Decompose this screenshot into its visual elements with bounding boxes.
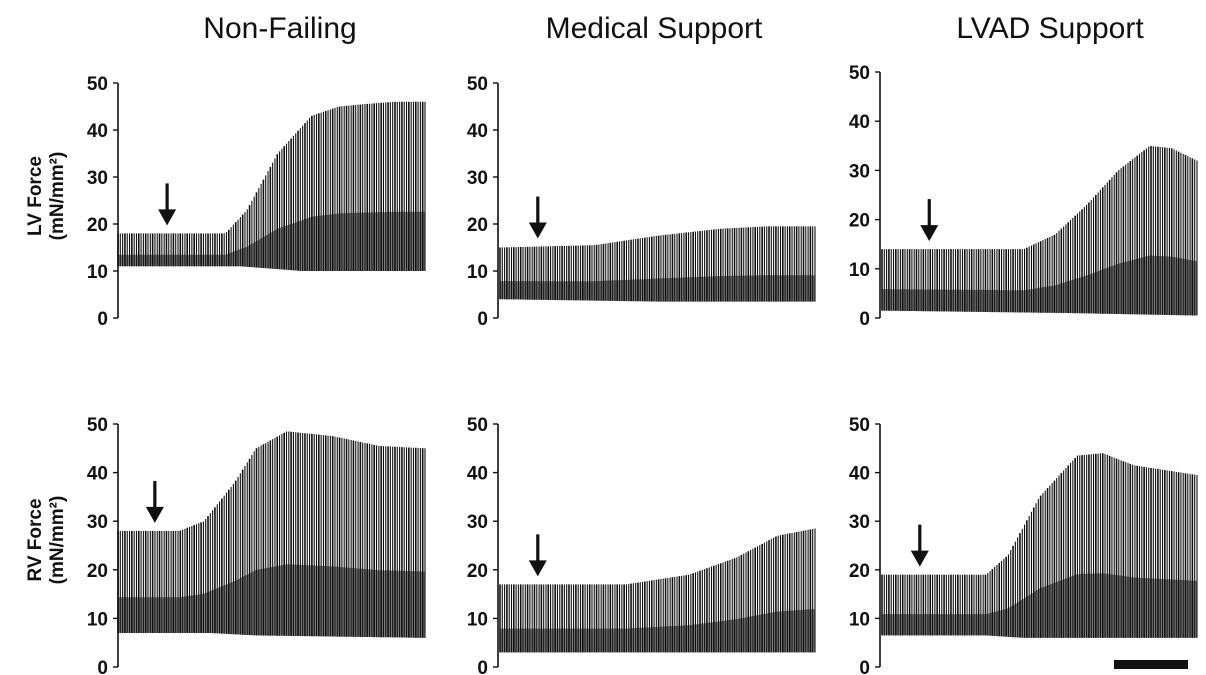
y-tick-label: 40 (87, 464, 108, 485)
row-label-rv-force: RV Force (mN/mm²) (25, 496, 68, 585)
y-tick-label: 10 (87, 609, 108, 630)
y-tick-label: 0 (477, 309, 488, 330)
time-scale-bar (1114, 660, 1188, 669)
y-tick-label: 40 (849, 464, 870, 485)
arrow-head (528, 222, 547, 239)
column-title-lvad-support: LVAD Support (956, 12, 1144, 45)
panels-group: 0 10 20 30 40 50 0 10 20 30 40 50 0 10 20 30 40 50 0 10 20 30… (87, 63, 1198, 675)
force-trace (117, 431, 426, 638)
panel-rv-force-medical-support: 0 10 20 30 40 50 (467, 415, 816, 675)
row-label-lv-line2: (mN/mm²) (47, 152, 68, 241)
panel-lv-force-lvad-support: 0 10 20 30 40 50 (849, 63, 1198, 330)
y-tick-label: 50 (87, 74, 108, 95)
stimulus-arrow-icon (528, 534, 547, 577)
row-label-rv-line2: (mN/mm²) (47, 496, 68, 585)
y-tick-label: 30 (849, 161, 870, 182)
arrow-head (920, 225, 939, 242)
y-tick-label: 40 (849, 112, 870, 133)
stimulus-arrow-icon (145, 480, 164, 523)
arrow-head (528, 560, 547, 577)
arrow-head (910, 550, 929, 567)
column-title-medical-support: Medical Support (546, 12, 763, 45)
column-title-non-failing: Non-Failing (203, 12, 356, 45)
force-trace (117, 101, 426, 271)
y-tick-label: 50 (849, 63, 870, 84)
row-label-lv-line1: LV Force (25, 156, 46, 236)
stimulus-arrow-icon (158, 183, 177, 226)
y-tick-label: 40 (87, 121, 108, 142)
y-tick-label: 10 (467, 609, 488, 630)
y-tick-label: 30 (87, 512, 108, 533)
y-tick-label: 20 (87, 215, 108, 236)
panel-rv-force-lvad-support: 0 10 20 30 40 50 (849, 415, 1198, 675)
row-label-lv-force: LV Force (mN/mm²) (25, 152, 68, 241)
y-tick-label: 30 (467, 168, 488, 189)
trace-dense-band (882, 573, 1197, 638)
y-tick-label: 30 (87, 168, 108, 189)
y-tick-label: 30 (849, 512, 870, 533)
arrow-head (145, 506, 164, 523)
force-trace (499, 528, 816, 653)
y-tick-label: 10 (87, 262, 108, 283)
y-tick-label: 0 (97, 309, 108, 330)
trace-dense-band (500, 609, 815, 653)
y-tick-label: 10 (849, 260, 870, 281)
stimulus-arrow-icon (528, 196, 547, 239)
force-trace (499, 226, 816, 302)
row-label-rv-line1: RV Force (25, 498, 46, 581)
panel-lv-force-medical-support: 0 10 20 30 40 50 (467, 74, 816, 330)
y-tick-label: 20 (467, 215, 488, 236)
force-trace (881, 145, 1198, 316)
force-trace (881, 453, 1198, 638)
trace-dense-band (500, 275, 815, 302)
y-tick-label: 20 (467, 561, 488, 582)
y-tick-label: 20 (87, 561, 108, 582)
y-tick-label: 10 (467, 262, 488, 283)
y-tick-label: 50 (849, 415, 870, 436)
y-tick-label: 40 (467, 464, 488, 485)
y-tick-label: 20 (849, 211, 870, 232)
y-tick-label: 50 (87, 415, 108, 436)
y-tick-label: 50 (467, 74, 488, 95)
y-tick-label: 0 (97, 658, 108, 675)
y-tick-label: 0 (859, 309, 870, 330)
trace-dense-band (882, 255, 1197, 316)
y-tick-label: 30 (467, 512, 488, 533)
y-tick-label: 40 (467, 121, 488, 142)
y-tick-label: 20 (849, 561, 870, 582)
y-tick-label: 0 (477, 658, 488, 675)
arrow-head (158, 209, 177, 226)
y-tick-label: 10 (849, 609, 870, 630)
stimulus-arrow-icon (920, 199, 939, 242)
y-tick-label: 0 (859, 658, 870, 675)
stimulus-arrow-icon (910, 524, 929, 567)
y-tick-label: 50 (467, 415, 488, 436)
panel-lv-force-non-failing: 0 10 20 30 40 50 (87, 74, 426, 330)
panel-rv-force-non-failing: 0 10 20 30 40 50 (87, 415, 426, 675)
